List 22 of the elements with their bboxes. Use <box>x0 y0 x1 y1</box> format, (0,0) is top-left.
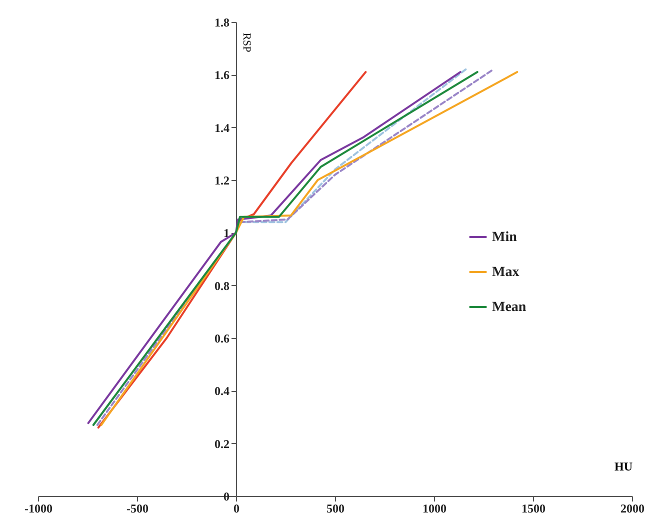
x-tick-label: -1000 <box>24 502 52 516</box>
y-tick-label: 0.8 <box>214 278 230 293</box>
x-axis-title: HU <box>614 460 633 474</box>
y-tick-label: 0.2 <box>214 436 230 451</box>
y-tick-label: 1.2 <box>214 174 230 188</box>
x-tick-label: 2000 <box>620 502 644 516</box>
x-tick-label: 0 <box>234 502 240 516</box>
x-tick-label: 1500 <box>522 502 546 516</box>
x-tick-label: -500 <box>126 502 148 516</box>
y-tick-label: 0.6 <box>214 332 230 346</box>
x-tick-label: 500 <box>326 502 344 516</box>
x-tick-label: 1000 <box>422 502 446 516</box>
y-tick-label: 1.4 <box>214 120 230 135</box>
y-tick-label: 0.4 <box>214 384 230 398</box>
y-tick-label: 1.8 <box>214 16 230 30</box>
legend-label: Min <box>492 230 518 245</box>
y-axis-title: RSP <box>240 32 252 52</box>
y-tick-label: 1 <box>224 226 230 240</box>
legend-label: Max <box>492 265 520 280</box>
line-series <box>97 71 367 429</box>
y-tick-label: 1.6 <box>214 68 230 82</box>
legend-label: Mean <box>492 300 526 315</box>
